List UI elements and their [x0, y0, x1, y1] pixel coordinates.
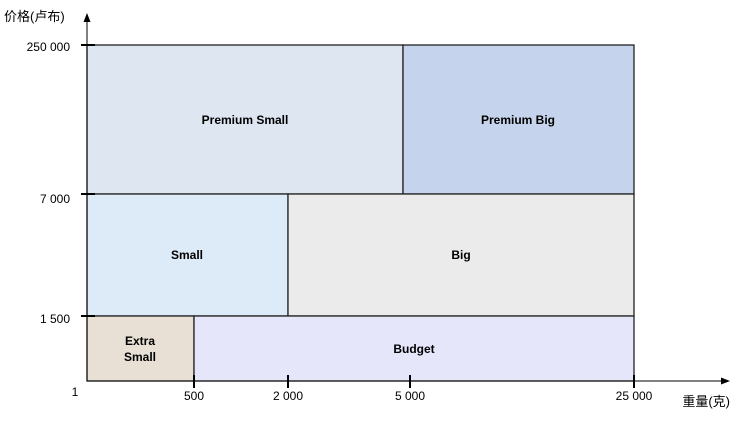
origin-label: 1 — [72, 385, 79, 399]
region-premium-big — [402, 44, 635, 195]
tick-labels: 250 000 7 000 1 500 1 500 2 000 5 000 25… — [27, 40, 653, 403]
x-tick-label: 25 000 — [616, 389, 653, 403]
axes — [81, 13, 730, 388]
label-extra-small-line2: Small — [124, 350, 156, 364]
label-big: Big — [451, 248, 470, 262]
region-labels: Premium Small Premium Big Small Big Extr… — [124, 113, 555, 364]
y-axis-title: 价格(卢布) — [4, 9, 65, 24]
region-budget — [193, 315, 635, 382]
label-extra-small-line1: Extra — [125, 334, 155, 348]
x-axis-title: 重量(克) — [682, 394, 730, 409]
y-tick-label: 1 500 — [40, 312, 70, 326]
region-small — [86, 193, 289, 317]
x-tick-label: 500 — [184, 389, 204, 403]
regions — [86, 44, 635, 382]
region-big — [287, 193, 635, 317]
x-axis-arrow-icon — [721, 377, 730, 385]
y-tick-label: 250 000 — [27, 40, 71, 54]
x-tick-label: 2 000 — [273, 389, 303, 403]
label-budget: Budget — [393, 342, 434, 356]
y-tick-label: 7 000 — [40, 192, 70, 206]
region-extra-small — [86, 315, 195, 382]
region-premium-small — [86, 44, 404, 195]
y-axis-arrow-icon — [83, 13, 91, 22]
label-premium-small: Premium Small — [202, 113, 289, 127]
label-small: Small — [171, 248, 203, 262]
x-tick-label: 5 000 — [395, 389, 425, 403]
label-premium-big: Premium Big — [481, 113, 555, 127]
